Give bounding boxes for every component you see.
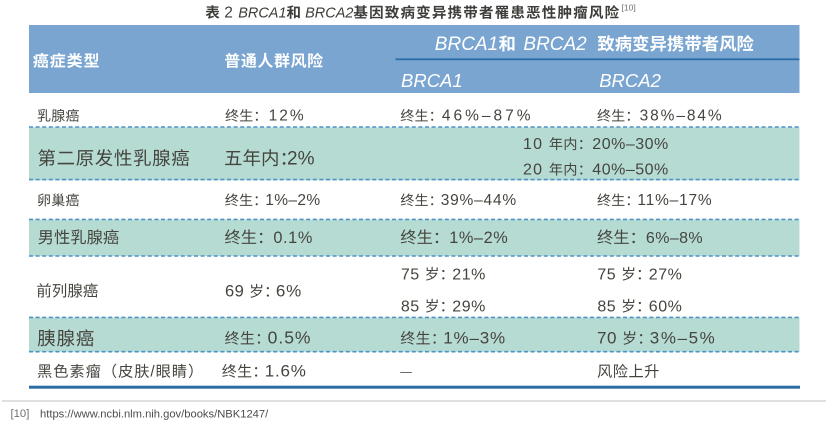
svg-text:46%–87%: 46%–87% bbox=[442, 108, 534, 125]
svg-text:11%–17%: 11%–17% bbox=[637, 192, 712, 209]
svg-text:20%–30%: 20%–30% bbox=[592, 136, 668, 153]
svg-text:/: / bbox=[150, 364, 155, 381]
svg-text:BRCA2: BRCA2 bbox=[523, 34, 587, 55]
svg-text:29%: 29% bbox=[452, 298, 486, 315]
svg-text:6%: 6% bbox=[276, 282, 302, 301]
svg-text:BRCA1: BRCA1 bbox=[401, 70, 463, 91]
svg-text:27%: 27% bbox=[649, 266, 683, 283]
svg-text:85: 85 bbox=[401, 298, 420, 315]
svg-text:BRCA2: BRCA2 bbox=[599, 70, 661, 91]
svg-text:10: 10 bbox=[523, 136, 543, 153]
svg-text:70: 70 bbox=[597, 329, 617, 348]
svg-text:BRCA2: BRCA2 bbox=[305, 6, 353, 22]
svg-text:1%–2%: 1%–2% bbox=[449, 229, 508, 247]
svg-text:39%–44%: 39%–44% bbox=[441, 192, 517, 209]
svg-text:6%–8%: 6%–8% bbox=[646, 230, 703, 247]
svg-text:21%: 21% bbox=[452, 266, 486, 283]
svg-text:[10]: [10] bbox=[11, 408, 30, 420]
svg-text:2%: 2% bbox=[287, 149, 315, 170]
svg-text:0.1%: 0.1% bbox=[273, 229, 313, 247]
svg-text:1.6%: 1.6% bbox=[265, 362, 307, 381]
svg-text:2: 2 bbox=[224, 5, 233, 22]
svg-text:—: — bbox=[400, 366, 412, 378]
svg-text:https://www.ncbi.nlm.nih.gov/b: https://www.ncbi.nlm.nih.gov/books/NBK12… bbox=[40, 408, 269, 420]
svg-text:69: 69 bbox=[225, 283, 244, 301]
svg-text:85: 85 bbox=[597, 298, 616, 315]
svg-text:[10]: [10] bbox=[622, 3, 636, 13]
svg-text:38%–84%: 38%–84% bbox=[640, 108, 724, 125]
svg-text:BRCA1: BRCA1 bbox=[435, 34, 498, 55]
svg-text:20: 20 bbox=[523, 162, 543, 179]
svg-text:75: 75 bbox=[401, 266, 420, 283]
svg-text:60%: 60% bbox=[649, 298, 683, 315]
svg-text:BRCA1: BRCA1 bbox=[238, 6, 286, 22]
svg-text:12%: 12% bbox=[269, 108, 306, 125]
svg-text:1%–3%: 1%–3% bbox=[443, 329, 506, 348]
svg-text:1%–2%: 1%–2% bbox=[265, 192, 320, 209]
svg-text:75: 75 bbox=[597, 266, 616, 283]
svg-text:0.5%: 0.5% bbox=[268, 328, 312, 348]
svg-text:40%–50%: 40%–50% bbox=[592, 162, 668, 179]
svg-text:3%–5%: 3%–5% bbox=[650, 329, 717, 348]
